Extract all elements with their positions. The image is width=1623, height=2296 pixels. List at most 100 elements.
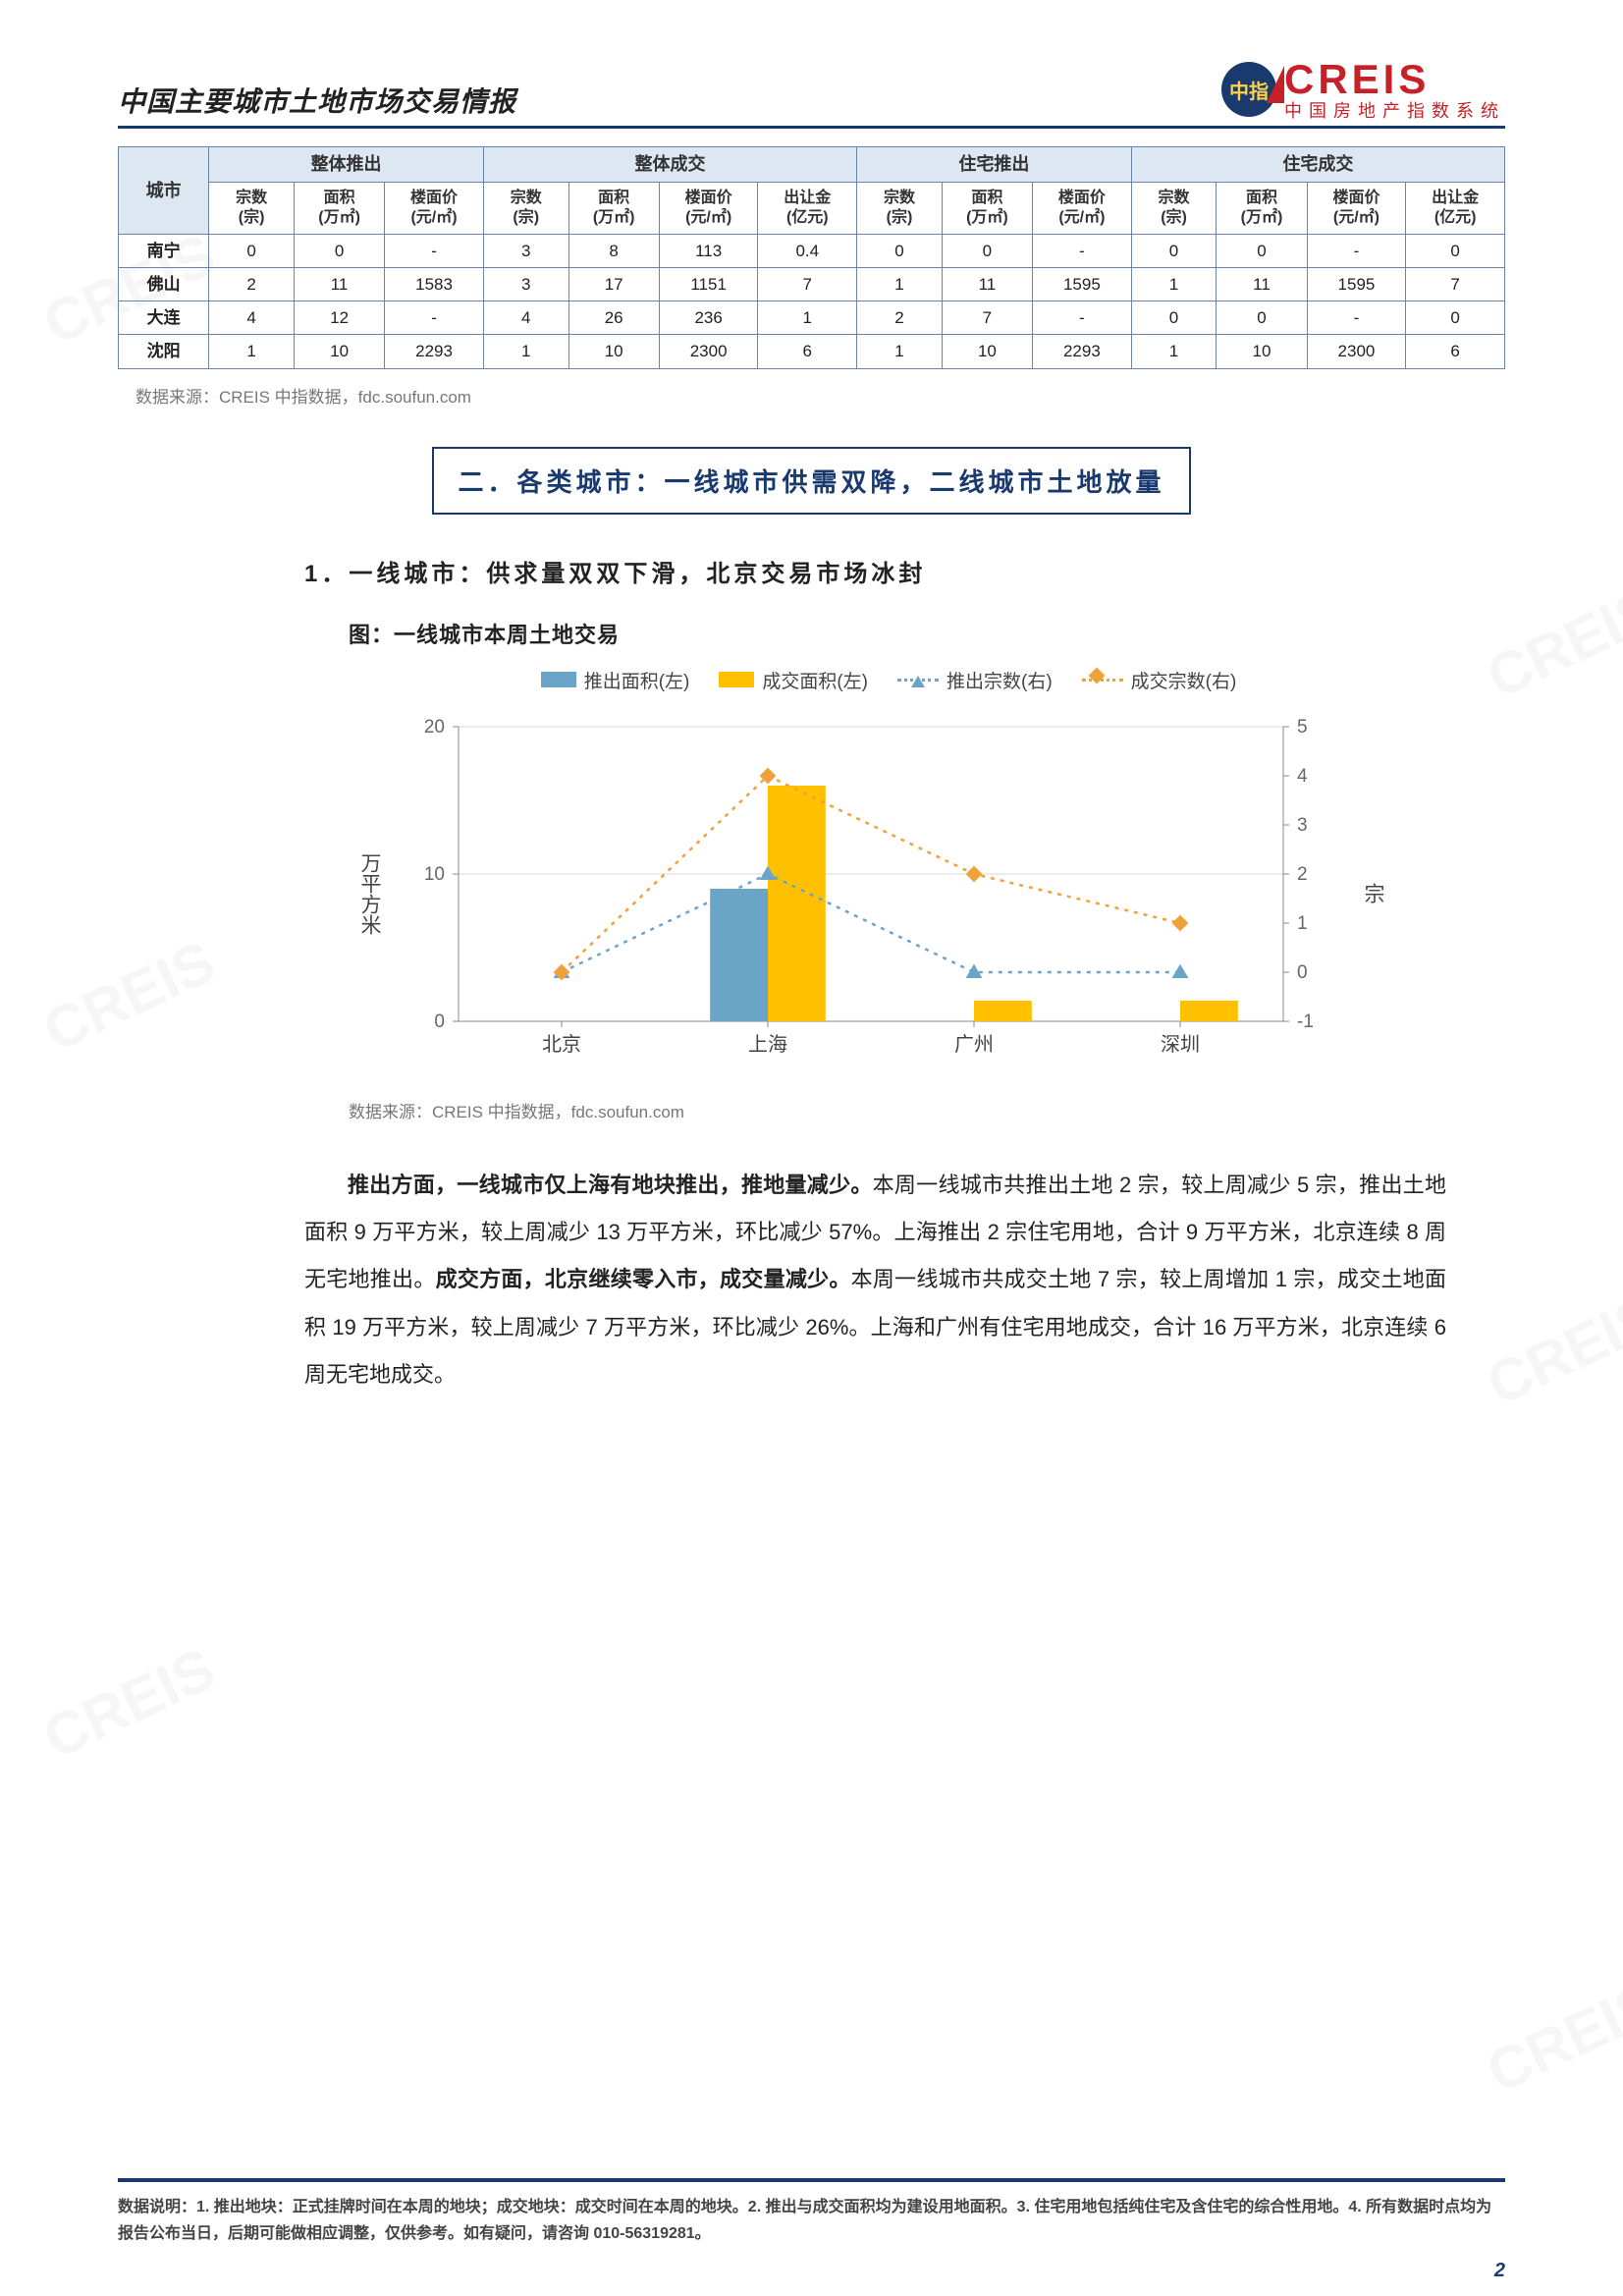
svg-text:北京: 北京	[542, 1033, 581, 1056]
sub-col: 出让金(亿元)	[1406, 182, 1505, 234]
footer-divider	[118, 2178, 1505, 2182]
legend-item: 成交面积(左)	[719, 667, 868, 693]
legend-swatch-bar	[719, 672, 754, 687]
sub-col: 楼面价(元/㎡)	[1307, 182, 1406, 234]
data-cell: 1	[209, 335, 295, 368]
table-source: 数据来源：CREIS 中指数据，fdc.soufun.com	[135, 383, 1505, 408]
data-cell: 1	[1131, 335, 1217, 368]
data-cell: 1	[758, 301, 857, 335]
data-cell: 3	[483, 234, 568, 267]
data-cell: 2300	[1307, 335, 1406, 368]
data-cell: 1595	[1033, 267, 1132, 301]
sub-col: 宗数(宗)	[1131, 182, 1217, 234]
sub-heading: 1．一线城市：供求量双双下滑，北京交易市场冰封	[304, 554, 1505, 588]
y-left-label: 万平方米	[349, 707, 390, 1080]
data-cell: 1	[857, 335, 943, 368]
sub-col: 面积(万㎡)	[942, 182, 1032, 234]
data-cell: 0	[209, 234, 295, 267]
footer-notes: 数据说明：1. 推出地块：正式挂牌时间在本周的地块；成交地块：成交时间在本周的地…	[118, 2194, 1505, 2247]
svg-text:5: 5	[1297, 717, 1308, 738]
data-cell: 10	[294, 335, 384, 368]
sub-col: 楼面价(元/㎡)	[385, 182, 484, 234]
chart-svg: 01020-1012345北京上海广州深圳	[390, 707, 1352, 1080]
data-cell: 1	[1131, 267, 1217, 301]
legend-marker-icon	[1097, 676, 1109, 687]
legend-swatch-line	[897, 679, 939, 682]
chart-title: 图：一线城市本周土地交易	[349, 618, 1505, 649]
data-cell: 1	[857, 267, 943, 301]
city-cell: 南宁	[119, 234, 209, 267]
data-cell: 1595	[1307, 267, 1406, 301]
data-cell: 0	[1217, 301, 1307, 335]
data-cell: 17	[568, 267, 659, 301]
legend-item: 推出面积(左)	[541, 667, 690, 693]
data-cell: 0	[1131, 234, 1217, 267]
sub-col: 楼面价(元/㎡)	[659, 182, 758, 234]
data-cell: 26	[568, 301, 659, 335]
sub-col: 面积(万㎡)	[568, 182, 659, 234]
colgroup-zcj: 整体成交	[483, 147, 856, 183]
svg-text:深圳: 深圳	[1161, 1033, 1200, 1056]
legend-swatch-bar	[541, 672, 576, 687]
data-cell: -	[385, 301, 484, 335]
data-cell: 2293	[1033, 335, 1132, 368]
legend-label: 推出面积(左)	[584, 667, 690, 693]
sub-col: 楼面价(元/㎡)	[1033, 182, 1132, 234]
colgroup-ztc: 整体推出	[209, 147, 484, 183]
report-title: 中国主要城市土地市场交易情报	[118, 81, 516, 120]
colgroup-zzcj: 住宅成交	[1131, 147, 1504, 183]
data-cell: 0	[1406, 301, 1505, 335]
data-cell: 6	[1406, 335, 1505, 368]
data-cell: -	[385, 234, 484, 267]
svg-text:上海: 上海	[748, 1033, 787, 1056]
svg-text:0: 0	[434, 1011, 445, 1032]
sub-col: 宗数(宗)	[483, 182, 568, 234]
svg-text:3: 3	[1297, 815, 1308, 836]
data-cell: 8	[568, 234, 659, 267]
table-row: 沈阳110229311023006110229311023006	[119, 335, 1505, 368]
legend-label: 成交面积(左)	[762, 667, 868, 693]
data-cell: 236	[659, 301, 758, 335]
data-cell: 0	[942, 234, 1032, 267]
y-right-label: 宗	[1352, 707, 1393, 1080]
svg-text:广州: 广州	[954, 1033, 994, 1056]
data-cell: -	[1033, 301, 1132, 335]
data-cell: 0.4	[758, 234, 857, 267]
logo-main-text: CREIS	[1284, 59, 1505, 100]
data-cell: 0	[294, 234, 384, 267]
chart-legend: 推出面积(左)成交面积(左)推出宗数(右)成交宗数(右)	[349, 667, 1429, 693]
legend-marker-icon	[911, 676, 925, 687]
city-cell: 沈阳	[119, 335, 209, 368]
logo-sub-text: 中国房地产指数系统	[1284, 102, 1505, 120]
city-data-table: 城市 整体推出 整体成交 住宅推出 住宅成交 宗数(宗)面积(万㎡)楼面价(元/…	[118, 146, 1505, 369]
legend-item: 推出宗数(右)	[897, 667, 1053, 693]
data-cell: 0	[1406, 234, 1505, 267]
svg-text:0: 0	[1297, 962, 1308, 983]
data-cell: 10	[1217, 335, 1307, 368]
page-number: 2	[1494, 2260, 1505, 2282]
logo: 中指 CREIS 中国房地产指数系统	[1221, 59, 1505, 120]
svg-text:20: 20	[424, 717, 445, 738]
legend-label: 推出宗数(右)	[947, 667, 1053, 693]
data-cell: 11	[942, 267, 1032, 301]
sub-col: 面积(万㎡)	[294, 182, 384, 234]
data-cell: 10	[568, 335, 659, 368]
data-cell: 2	[857, 301, 943, 335]
watermark: CREIS	[1477, 1968, 1623, 2105]
sub-col: 宗数(宗)	[857, 182, 943, 234]
col-city: 城市	[119, 147, 209, 235]
data-cell: 7	[942, 301, 1032, 335]
data-cell: 1	[483, 335, 568, 368]
section-heading: 二．各类城市：一线城市供需双降，二线城市土地放量	[432, 447, 1190, 515]
sub-col: 宗数(宗)	[209, 182, 295, 234]
data-cell: -	[1307, 301, 1406, 335]
data-cell: 0	[857, 234, 943, 267]
data-cell: 7	[758, 267, 857, 301]
data-cell: 4	[209, 301, 295, 335]
table-row: 佛山211158331711517111159511115957	[119, 267, 1505, 301]
svg-text:2: 2	[1297, 864, 1308, 885]
data-cell: 11	[1217, 267, 1307, 301]
page-footer: 数据说明：1. 推出地块：正式挂牌时间在本周的地块；成交地块：成交时间在本周的地…	[118, 2178, 1505, 2247]
watermark: CREIS	[33, 1634, 225, 1772]
logo-badge-icon: 中指	[1221, 62, 1276, 117]
